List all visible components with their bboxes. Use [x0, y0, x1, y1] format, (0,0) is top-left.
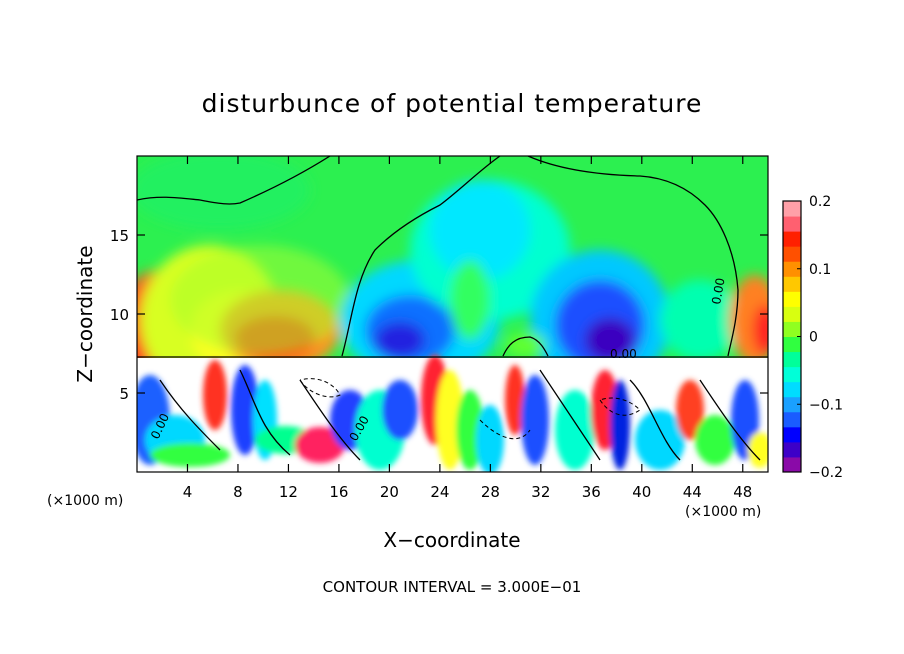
y-axis: 5 10 15	[110, 227, 768, 403]
colorbar-swatch	[783, 351, 801, 368]
colorbar-swatch	[783, 336, 801, 353]
colorbar-swatch	[783, 291, 801, 307]
colorbar-swatch	[783, 261, 801, 277]
y-tick-label: 15	[110, 227, 129, 245]
colorbar-swatch	[783, 201, 801, 217]
colorbar-swatch	[783, 306, 801, 322]
x-tick-label: 32	[531, 483, 550, 501]
contour-interval-note: CONTOUR INTERVAL = 3.000E−01	[323, 578, 582, 596]
x-tick-label: 28	[481, 483, 500, 501]
x-unit-right: (×1000 m)	[685, 504, 761, 520]
colorbar: 0.2 0.1 0 −0.1 −0.2	[782, 194, 843, 481]
colorbar-swatch	[783, 396, 801, 413]
x-axis: 4 8 12 16 20 24 28 32 36 40 44 48	[183, 156, 752, 501]
colorbar-swatch	[783, 246, 801, 262]
chart-title: disturbunce of potential temperature	[202, 89, 703, 118]
colorbar-swatch	[783, 321, 801, 337]
colorbar-swatch	[783, 411, 801, 428]
colorbar-swatch	[783, 231, 801, 247]
colorbar-tick-label: 0.2	[809, 194, 831, 210]
x-tick-label: 4	[183, 483, 193, 501]
colorbar-tick-label: 0	[809, 330, 818, 346]
colorbar-swatch	[783, 276, 801, 292]
y-tick-label: 10	[110, 306, 129, 324]
colorbar-swatch	[783, 366, 801, 383]
x-tick-label: 40	[632, 483, 651, 501]
x-tick-label: 48	[733, 483, 752, 501]
contour-label: 0.00	[709, 277, 727, 306]
plot-area: 0.00 0.00 0.00 0.00	[137, 156, 768, 472]
x-tick-label: 8	[233, 483, 243, 501]
x-tick-label: 24	[430, 483, 449, 501]
x-axis-label: X−coordinate	[383, 528, 520, 552]
colorbar-swatch	[783, 456, 801, 473]
x-tick-label: 44	[683, 483, 702, 501]
x-tick-label: 20	[380, 483, 399, 501]
colorbar-swatch	[783, 381, 801, 398]
colorbar-swatch	[783, 426, 801, 443]
colorbar-tick-label: 0.1	[809, 262, 831, 278]
y-tick-label: 5	[119, 385, 129, 403]
contour-label: 0.00	[610, 347, 637, 361]
colorbar-tick-label: −0.2	[809, 465, 843, 481]
colorbar-swatch	[783, 441, 801, 458]
x-tick-label: 12	[279, 483, 298, 501]
colorbar-swatch	[783, 216, 801, 232]
x-tick-label: 36	[582, 483, 601, 501]
x-tick-label: 16	[329, 483, 348, 501]
y-axis-label: Z−coordinate	[73, 245, 97, 382]
x-unit-left: (×1000 m)	[47, 493, 123, 509]
colorbar-tick-label: −0.1	[809, 397, 843, 413]
